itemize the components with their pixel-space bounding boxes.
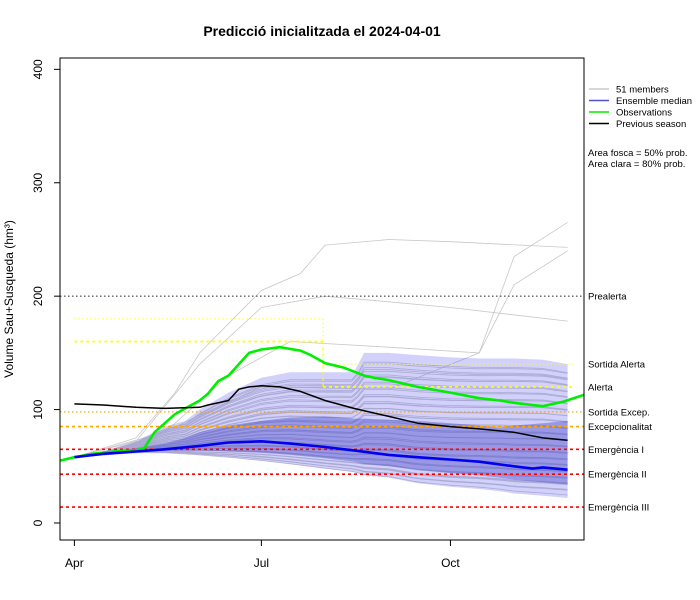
ensemble-member-line	[74, 451, 568, 491]
x-tick-label: Apr	[65, 556, 84, 570]
legend-label: Previous season	[616, 119, 686, 130]
x-tick-label: Jul	[254, 556, 269, 570]
ensemble-member-line	[74, 402, 568, 458]
legend-label: Ensemble median	[616, 96, 692, 107]
ensemble-member-line	[74, 407, 568, 458]
threshold-label: Sortida Excep.	[588, 407, 650, 418]
ensemble-member-line	[74, 432, 568, 458]
ensemble-member-line	[74, 441, 568, 458]
band-80-percent	[74, 352, 568, 498]
ensemble-member-line	[74, 414, 568, 458]
y-tick-label: 200	[31, 286, 45, 306]
threshold-label: Alerta	[588, 382, 614, 393]
ensemble-member-line	[74, 383, 568, 458]
y-tick-label: 0	[31, 519, 45, 526]
probability-bands	[74, 352, 568, 498]
notes: Area fosca = 50% prob.Area clara = 80% p…	[588, 148, 688, 170]
series-line	[74, 385, 568, 441]
ensemble-member-line	[74, 451, 568, 485]
note-text: Area fosca = 50% prob.	[588, 148, 688, 159]
threshold-label: Prealerta	[588, 292, 627, 303]
ensemble-member-line	[74, 388, 568, 458]
threshold-label: Emergència II	[588, 470, 647, 481]
x-tick-label: Oct	[441, 556, 460, 570]
ensemble-member-line	[74, 450, 568, 479]
ensemble-member-line	[74, 452, 568, 496]
series-line	[59, 345, 585, 462]
threshold-labels: Prealerta Sortida Alerta Alerta Sortida Exc…	[588, 292, 652, 514]
note-text: Area clara = 80% prob.	[588, 159, 685, 170]
y-tick-label: 100	[31, 399, 45, 419]
y-tick-label: 400	[31, 59, 45, 79]
ensemble-member-line	[74, 436, 568, 458]
legend-label: 51 members	[616, 85, 669, 96]
threshold-lines	[60, 295, 584, 508]
threshold-label: Emergència III	[588, 503, 649, 514]
threshold-label: Excepcionalitat	[588, 422, 652, 433]
axes: 0 100 200 300 400 Apr Jul Oct	[31, 57, 585, 570]
series-line	[74, 439, 568, 471]
ensemble-member-line	[74, 295, 568, 458]
band-50-percent	[74, 416, 568, 485]
ensemble-member-line	[74, 222, 568, 458]
ensemble-members	[74, 222, 568, 496]
ensemble-member-line	[74, 363, 568, 458]
ensemble-member-line	[74, 395, 568, 458]
series-lines	[59, 345, 585, 471]
ensemble-member-line	[74, 425, 568, 458]
chart-title: Predicció inicialitzada el 2024-04-01	[203, 23, 441, 39]
y-tick-label: 300	[31, 172, 45, 192]
threshold-label: Sortida Alerta	[588, 360, 646, 371]
legend-label: Observations	[616, 108, 672, 119]
threshold-label: Emergència I	[588, 445, 644, 456]
y-axis-label: Volume Sau+Susqueda (hm³)	[2, 220, 16, 378]
plot-frame	[59, 57, 585, 541]
